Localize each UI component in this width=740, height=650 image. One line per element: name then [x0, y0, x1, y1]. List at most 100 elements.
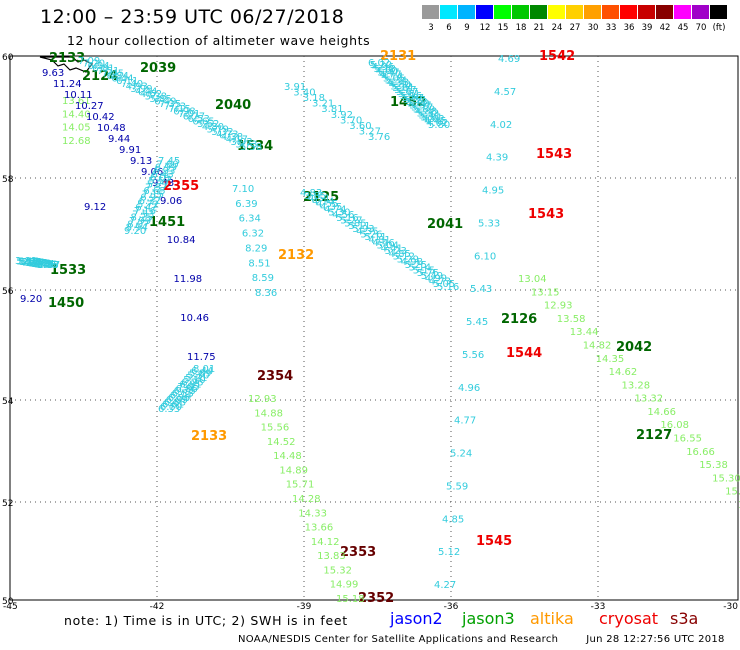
- scale-label: 45: [677, 23, 689, 33]
- wave-height-value: 4.27: [434, 580, 456, 591]
- pass-time-label: 1543: [528, 207, 564, 222]
- wave-height-value: 3.33: [37, 260, 59, 271]
- wave-height-value: 5.12: [391, 81, 413, 92]
- wave-height-value: 7.10: [232, 184, 254, 195]
- wave-height-value: 4.01: [24, 258, 46, 269]
- wave-height-value: 7.05: [177, 382, 199, 393]
- wave-height-value: 4.35: [320, 202, 342, 213]
- lat-label: 60: [2, 53, 14, 63]
- wave-height-value: 9.06: [160, 196, 182, 207]
- wave-height-value: 5.32: [417, 108, 439, 119]
- wave-height-value: 7.35: [159, 99, 181, 110]
- wave-height-value: 9.06: [141, 167, 163, 178]
- pass-time-label: 2354: [257, 369, 293, 384]
- wave-height-value: 13.32: [635, 394, 664, 405]
- wave-height-value: 6.94: [88, 61, 110, 72]
- wave-height-value: 5.57: [148, 176, 170, 187]
- wave-height-value: 7.01: [178, 109, 200, 120]
- wave-height-value: 5.30: [187, 371, 209, 382]
- wave-height-value: 8.01: [193, 364, 215, 375]
- wave-height-value: 5.45: [466, 317, 488, 328]
- wave-height-value: 3.72: [29, 259, 51, 270]
- wave-height-value: 5.61: [398, 89, 420, 100]
- wave-height-value: 10.48: [97, 123, 126, 134]
- wave-height-value: 5.41: [419, 110, 441, 121]
- wave-height-value: 6.83: [164, 397, 186, 408]
- wave-height-value: 6.97: [140, 193, 162, 204]
- pass-time-label: 2133: [191, 429, 227, 444]
- pass-time-label: 2355: [163, 179, 199, 194]
- wave-height-value: 5.29: [397, 254, 419, 265]
- wave-height-value: 7.40: [121, 79, 143, 90]
- wave-height-value: 6.43: [152, 169, 174, 180]
- wave-height-value: 3.91: [284, 82, 306, 93]
- wave-height-value: 15.18: [336, 594, 365, 605]
- wave-height-value: 5.57: [404, 95, 426, 106]
- wave-height-value: 3.46: [35, 260, 57, 271]
- wave-height-value: 5.49: [421, 271, 443, 282]
- wave-height-value: 14.12: [311, 537, 340, 548]
- wave-height-value: 11.98: [174, 274, 203, 285]
- wave-height-value: 6.33: [158, 404, 180, 415]
- wave-height-value: 4.51: [308, 194, 330, 205]
- wave-height-value: 14.48: [273, 451, 302, 462]
- wave-height-value: 7.15: [169, 104, 191, 115]
- wave-height-value: 6.44: [191, 366, 213, 377]
- wave-height-value: 5.14: [409, 263, 431, 274]
- wave-height-value: 7.60: [156, 159, 178, 170]
- pass-time-label: 2133: [49, 51, 85, 66]
- wave-height-value: 9.20: [124, 226, 146, 237]
- scale-label: 6: [446, 23, 452, 33]
- wave-height-value: 14.89: [738, 500, 740, 511]
- wave-height-value: 6.65: [143, 186, 165, 197]
- wave-height-value: 9.43: [152, 178, 174, 189]
- wave-height-value: 5.10: [183, 375, 205, 386]
- wave-height-value: 4.81: [369, 235, 391, 246]
- credit-timestamp: Jun 28 12:27:56 UTC 2018: [586, 634, 725, 645]
- wave-height-value: 5.62: [197, 119, 219, 130]
- wave-height-value: 12.93: [544, 301, 573, 312]
- wave-height-value: 7.23: [164, 102, 186, 113]
- wave-height-value: 3.21: [312, 99, 334, 110]
- wave-height-value: 3.44: [32, 259, 54, 270]
- scale-swatch: [584, 5, 601, 19]
- wave-height-value: 9.91: [119, 145, 141, 156]
- wave-height-value: 3.27: [359, 126, 381, 137]
- wave-height-value: 5.89: [189, 368, 211, 379]
- wave-height-value: 5.05: [433, 279, 455, 290]
- scale-swatch: [638, 5, 655, 19]
- wave-height-value: 15.09: [725, 487, 740, 498]
- wave-height-value: 3.18: [303, 93, 325, 104]
- scale-label: 18: [515, 23, 527, 33]
- pass-time-label: 2126: [501, 312, 537, 327]
- scale-label: 36: [623, 23, 635, 33]
- pass-time-label: 2132: [278, 248, 314, 263]
- wave-height-value: 7.51: [97, 66, 119, 77]
- pass-time-label: 2041: [427, 217, 463, 232]
- wave-height-value: 5.93: [352, 224, 374, 235]
- wave-height-value: 6.81: [92, 64, 114, 75]
- wave-height-value: 3.81: [321, 104, 343, 115]
- wave-height-value: 10.27: [75, 101, 104, 112]
- scale-swatch: [602, 5, 619, 19]
- scale-swatch: [494, 5, 511, 19]
- pass-time-label: 2124: [82, 69, 118, 84]
- wave-height-value: 6.65: [192, 117, 214, 128]
- wave-height-value: 5.30: [328, 207, 350, 218]
- wave-height-value: 9.44: [108, 134, 130, 145]
- pass-time-label: 1544: [506, 346, 542, 361]
- wave-height-value: 13.58: [557, 314, 586, 325]
- wave-height-value: 15.32: [323, 565, 352, 576]
- wave-height-value: 4.46: [373, 238, 395, 249]
- wave-height-value: 3.99: [130, 84, 152, 95]
- wave-height-value: 7.16: [134, 206, 156, 217]
- wave-height-value: 10.84: [167, 235, 196, 246]
- wave-height-value: 9.63: [42, 68, 64, 79]
- scale-label: 24: [551, 23, 563, 33]
- pass-time-label: 2125: [303, 190, 339, 205]
- wave-height-value: 5.16: [437, 282, 459, 293]
- scale-label: 15: [497, 23, 509, 33]
- wave-height-value: 5.21: [185, 373, 207, 384]
- credit-source: NOAA/NESDIS Center for Satellite Applica…: [238, 634, 559, 645]
